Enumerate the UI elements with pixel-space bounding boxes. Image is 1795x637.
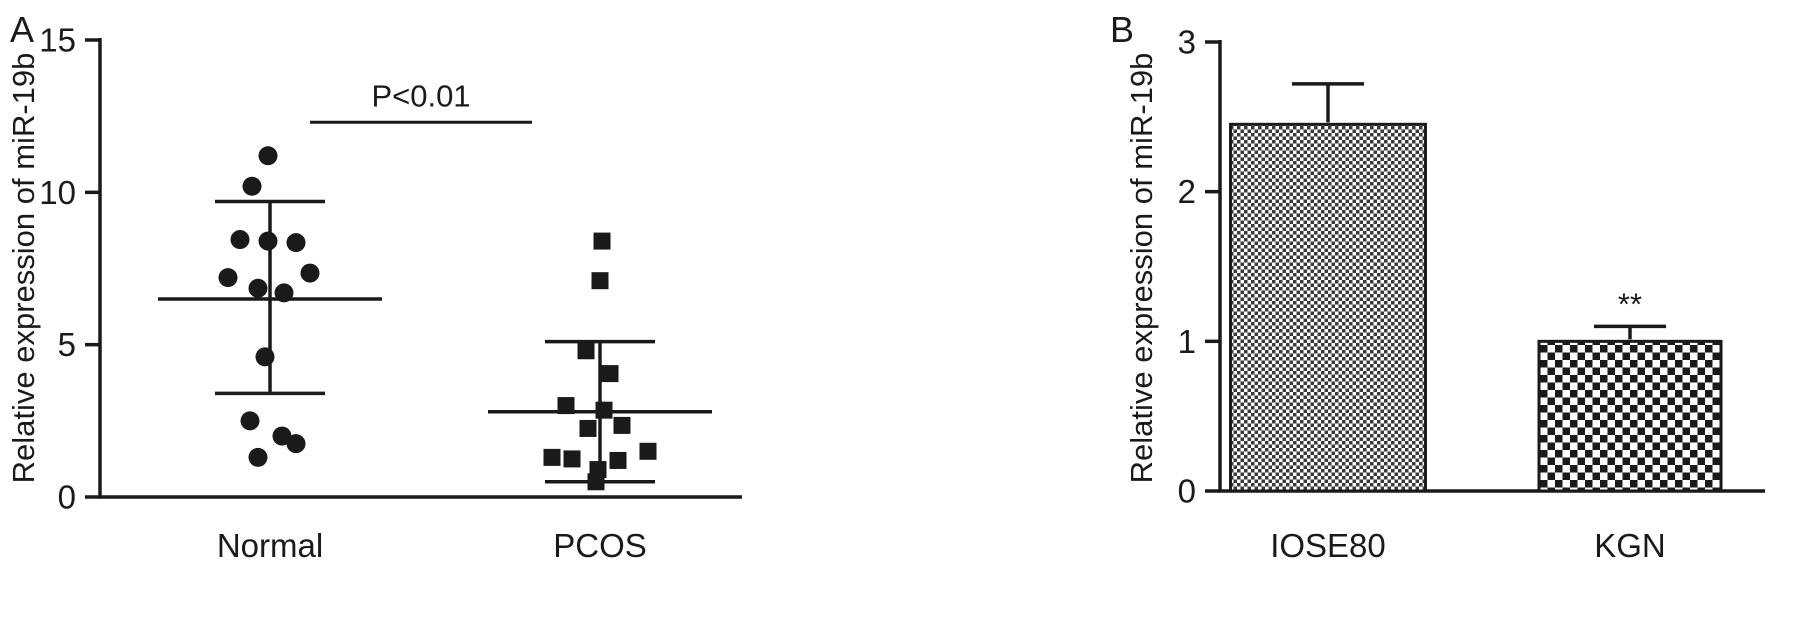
bar-kgn: [1537, 339, 1723, 493]
data-point-circle: [272, 426, 292, 446]
data-point-square: [587, 473, 605, 491]
data-point-circle: [242, 176, 262, 196]
category-label: KGN: [1594, 527, 1666, 564]
y-tick-label: 5: [58, 326, 76, 363]
data-point-circle: [286, 233, 306, 253]
y-axis-label: Relative expression of miR-19b: [1124, 53, 1159, 484]
data-point-circle: [258, 146, 278, 166]
data-point-circle: [248, 447, 268, 467]
data-point-circle: [300, 263, 320, 283]
panel-b-chart: B 0 1 2 3 Relative expression of miR-19b IOSE8…: [1110, 9, 1765, 564]
y-tick-label: 1: [1178, 323, 1196, 360]
y-tick-label: 3: [1178, 24, 1196, 61]
data-point-square: [591, 272, 609, 290]
data-point-circle: [230, 230, 250, 250]
data-point-circle: [258, 231, 278, 251]
panel-label-a: A: [10, 9, 34, 50]
category-label: Normal: [217, 527, 323, 564]
category-label: PCOS: [553, 527, 647, 564]
significance-asterisks: **: [1618, 286, 1642, 321]
data-point-circle: [286, 434, 306, 454]
data-point-circle: [218, 268, 238, 288]
data-point-square: [601, 365, 619, 383]
data-point-circle: [274, 283, 294, 303]
bar-iose80: [1229, 122, 1427, 493]
category-label: IOSE80: [1270, 527, 1386, 564]
data-point-square: [639, 442, 657, 460]
y-tick-label: 2: [1178, 173, 1196, 210]
y-tick-label: 0: [1178, 473, 1196, 510]
data-point-square: [609, 451, 627, 469]
panel-label-b: B: [1110, 9, 1134, 50]
data-point-square: [613, 416, 631, 434]
data-point-square: [557, 397, 575, 415]
data-point-square: [577, 342, 595, 360]
data-point-square: [595, 401, 613, 419]
y-tick-label: 0: [58, 479, 76, 516]
data-point-square: [579, 419, 597, 437]
y-axis-label: Relative expression of miR-19b: [6, 53, 41, 484]
data-point-circle: [248, 278, 268, 298]
data-point-square: [593, 232, 611, 250]
y-tick-label: 10: [39, 174, 76, 211]
data-point-circle: [255, 347, 275, 367]
data-point-square: [563, 450, 581, 468]
y-tick-label: 15: [39, 22, 76, 59]
data-point-circle: [240, 411, 260, 431]
significance-label: P<0.01: [371, 78, 470, 113]
data-point-square: [543, 448, 561, 466]
